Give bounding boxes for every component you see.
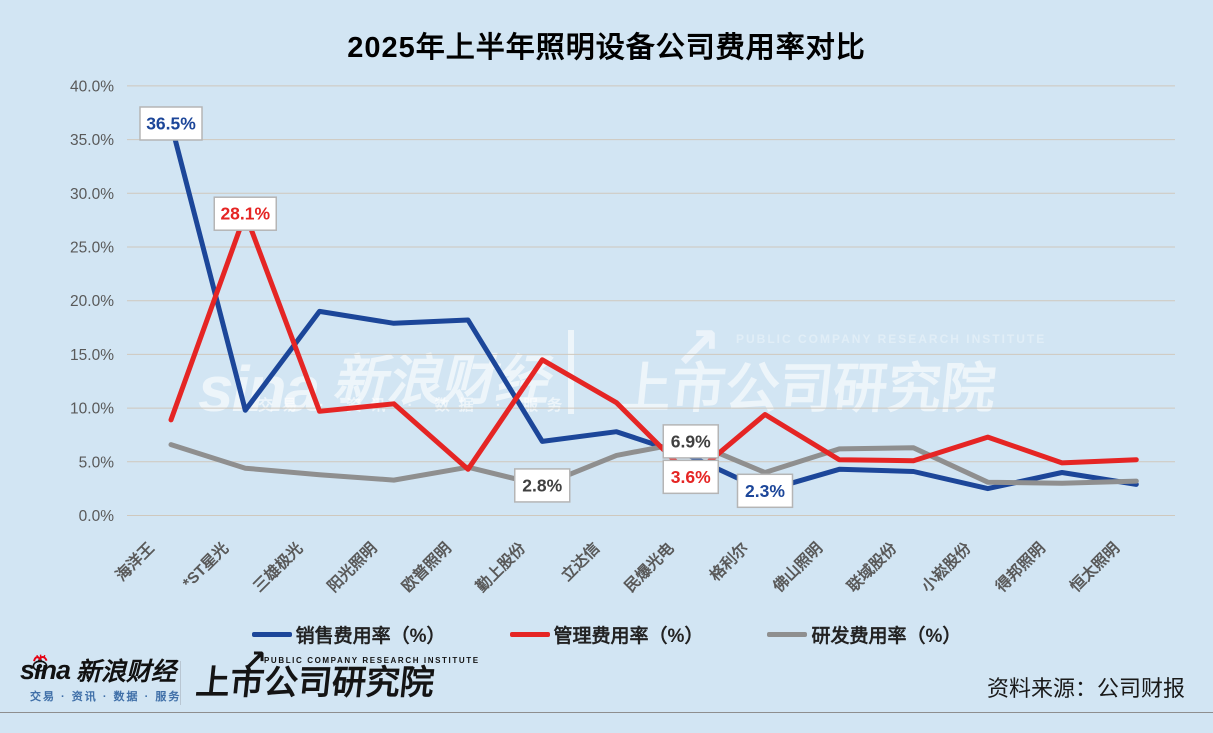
x-category-label: 佛山照明 [768, 538, 826, 596]
legend-item-admin: 管理费用率（%） [509, 621, 704, 648]
y-tick-label: 15.0% [70, 347, 114, 364]
rnd-line-swatch-icon [767, 632, 808, 637]
callout-value: 2.8% [522, 475, 562, 495]
x-category-label: 恒太照明 [1066, 538, 1123, 595]
x-category-label: 格利尔 [706, 538, 753, 585]
x-category-label: 勤上股份 [472, 538, 530, 596]
callout-box [662, 459, 719, 495]
callout-box [662, 424, 719, 459]
data-source-text: 资料来源：公司财报 [986, 676, 1185, 701]
y-tick-label: 35.0% [70, 132, 114, 149]
legend-label-admin: 管理费用率（%） [553, 626, 704, 647]
x-category-label: 三雄极光 [249, 538, 307, 596]
sina-brand-text: 新浪财经 [76, 657, 177, 686]
sina-tagline: 交易 · 资讯 · 数据 · 服务 [30, 691, 182, 703]
institute-cn-text: 上市公司研究院 [194, 664, 437, 702]
x-category-label: 联域股份 [843, 538, 901, 596]
callout-box [213, 196, 277, 231]
x-category-label: 得邦照明 [991, 538, 1049, 596]
footer-rule [0, 712, 1213, 713]
x-category-label: 欧普照明 [398, 538, 455, 595]
sales-expense-ratio-line [168, 121, 1139, 494]
legend-label-rnd: 研发费用率（%） [811, 626, 962, 647]
x-category-label: 阳光照明 [323, 538, 380, 595]
callout-value: 28.1% [220, 204, 270, 224]
callout-box [736, 473, 794, 509]
institute-logo-block: ↗ PUBLIC COMPANY RESEARCH INSTITUTE 上市公司… [194, 645, 480, 702]
callout-value: 2.3% [745, 481, 785, 501]
callout-box [514, 468, 571, 503]
y-tick-label: 30.0% [70, 186, 114, 203]
y-tick-label: 5.0% [79, 454, 115, 471]
rnd-expense-ratio-line [168, 438, 1139, 488]
y-tick-label: 25.0% [70, 240, 114, 257]
admin-expense-ratio-line [168, 211, 1139, 480]
footer-divider [180, 661, 181, 705]
legend-label-sales: 销售费用率（%） [295, 626, 446, 647]
x-category-label: 海洋王 [112, 538, 159, 585]
institute-en-text: PUBLIC COMPANY RESEARCH INSTITUTE [264, 656, 480, 665]
y-tick-label: 20.0% [70, 293, 114, 310]
sina-logo-text: sina [20, 655, 71, 685]
callout-value: 6.9% [671, 431, 711, 451]
y-tick-label: 40.0% [70, 78, 114, 95]
x-category-label: *ST星光 [178, 538, 232, 592]
x-category-label: 小崧股份 [917, 538, 975, 596]
legend-item-rnd: 研发费用率（%） [767, 621, 961, 648]
sales-line-swatch-icon [251, 632, 292, 637]
y-tick-label: 10.0% [70, 401, 114, 418]
institute-arrow-icon: ↗ [242, 645, 268, 678]
y-tick-label: 0.0% [79, 508, 115, 525]
sina-logo-block: sina 新浪财经 交易 · 资讯 · 数据 · 服务 [20, 654, 182, 704]
sina-eye-icon [28, 654, 52, 677]
x-category-label: 立达信 [557, 538, 603, 584]
callout-box [139, 106, 203, 141]
legend-item-sales: 销售费用率（%） [251, 621, 446, 648]
x-category-label: 民爆光电 [620, 538, 678, 596]
expense-ratio-line-chart: 0.0% 5.0% 10.0% 15.0% 20.0% 25.0% 30.0% 35.0% 40… [70, 78, 1175, 596]
callout-value: 3.6% [671, 467, 711, 487]
chart-legend: 销售费用率（%） 管理费用率（%） 研发费用率（%） [0, 621, 1213, 648]
chart-title: 2025年上半年照明设备公司费用率对比 [347, 32, 866, 64]
admin-line-swatch-icon [509, 632, 550, 637]
callout-value: 36.5% [146, 113, 196, 133]
footer: sina 新浪财经 交易 · 资讯 · 数据 · 服务 ↗ PUBLIC COM… [0, 645, 1213, 733]
